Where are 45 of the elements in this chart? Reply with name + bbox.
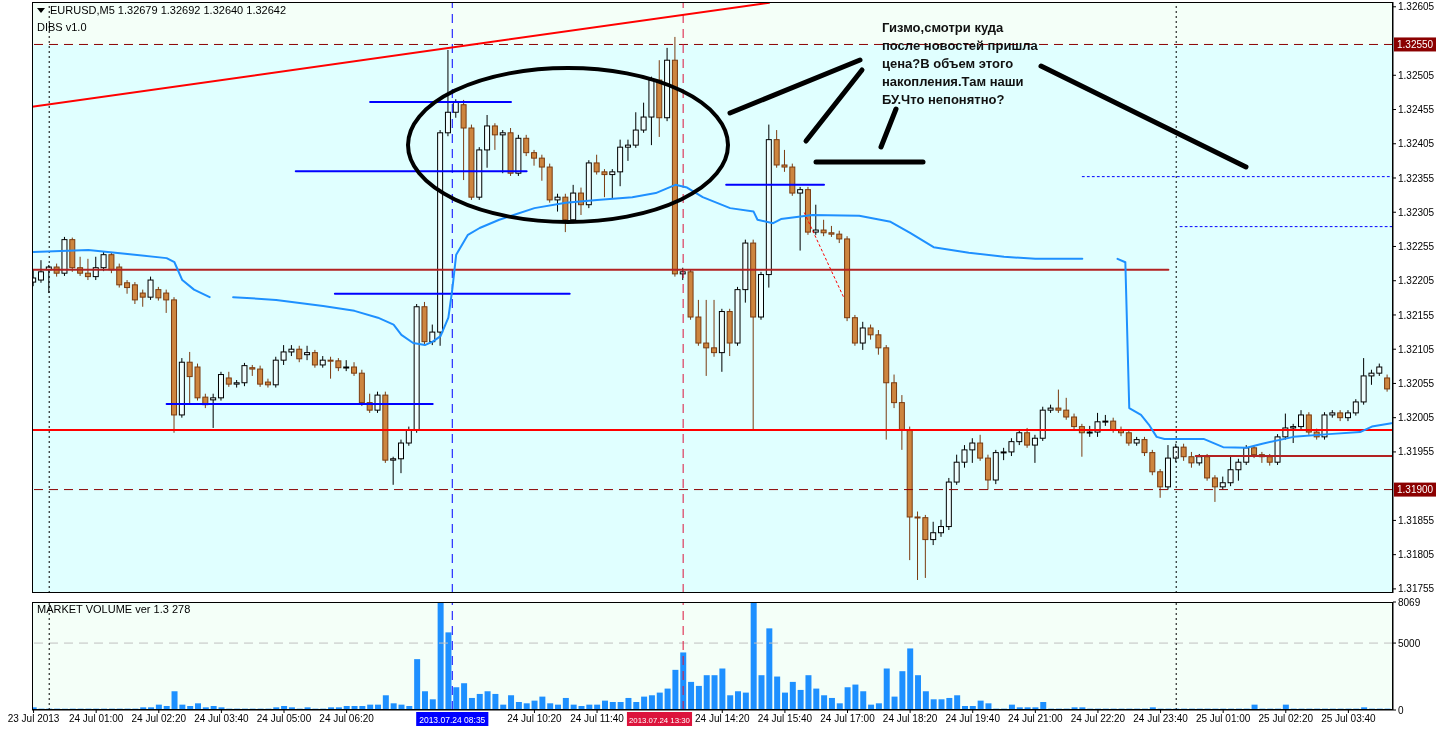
x-tick-label: 24 Jul 11:40 [570,713,625,725]
x-tick-label: 24 Jul 14:20 [695,713,750,725]
y-tick-label: 1.32355 [1398,172,1435,184]
x-tick-label: 24 Jul 01:00 [68,713,124,725]
y-tick-label: 1.32155 [1398,309,1435,321]
x-tick-label: 25 Jul 02:20 [1258,713,1314,725]
annotation: Гизмо,смотри куда после новостей пришла цена?В объем этого накопления.Там наши БУ.Что непонятно? [882,20,1039,107]
y-tick-label: 1.32605 [1398,1,1435,13]
ref-line-label: 1.31900 [1397,484,1434,496]
x-tick-label: 24 Jul 19:40 [945,713,1001,725]
x-tick-label: 24 Jul 23:40 [1133,713,1189,725]
y-tick-label: 8069 [1398,596,1421,608]
chart-title: MARKET VOLUME ver 1.3 278 [37,603,191,615]
x-tick-label: 24 Jul 03:40 [194,713,250,725]
y-tick-label: 1.31955 [1398,446,1435,458]
y-tick-label: 0 [1398,704,1404,716]
y-tick-label: 1.31855 [1398,514,1435,526]
chart-title: EURUSD,M5 1.32679 1.32692 1.32640 1.32642 [50,4,287,16]
y-tick-label: 1.32005 [1398,412,1435,424]
y-tick-label: 1.32255 [1398,241,1435,253]
x-tick-label: 24 Jul 17:00 [820,713,876,725]
y-tick-label: 1.32205 [1398,275,1435,287]
y-tick-label: 1.32305 [1398,206,1435,218]
text: DIBS v1.0 [37,21,87,33]
x-tick-label: 24 Jul 05:00 [256,713,312,725]
y-tick-label: 1.32105 [1398,343,1435,355]
y-tick-label: 5000 [1398,637,1421,649]
x-tick-label: 25 Jul 01:00 [1195,713,1251,725]
x-tick-label: 24 Jul 21:00 [1008,713,1064,725]
x-tick-label: 24 Jul 10:20 [507,713,563,725]
x-tick-label: 24 Jul 15:40 [757,713,813,725]
y-tick-label: 1.32505 [1398,69,1435,81]
y-tick-label: 1.32055 [1398,377,1435,389]
x-tick-label: 25 Jul 03:40 [1321,713,1377,725]
ref-line-label: 2013.07.24 08:35 [419,714,486,725]
y-tick-label: 1.31805 [1398,549,1435,561]
x-tick-label: 24 Jul 18:20 [882,713,938,725]
x-tick-label: 24 Jul 06:20 [319,713,375,725]
y-tick-label: 1.31755 [1398,583,1435,595]
x-tick-label: 24 Jul 02:20 [131,713,187,725]
x-tick-label: 24 Jul 22:20 [1070,713,1126,725]
y-tick-label: 1.32405 [1398,138,1435,150]
y-tick-label: 1.32455 [1398,104,1435,116]
x-tick-label: 23 Jul 2013 [7,713,60,725]
ref-line-label: 1.32550 [1397,39,1434,51]
